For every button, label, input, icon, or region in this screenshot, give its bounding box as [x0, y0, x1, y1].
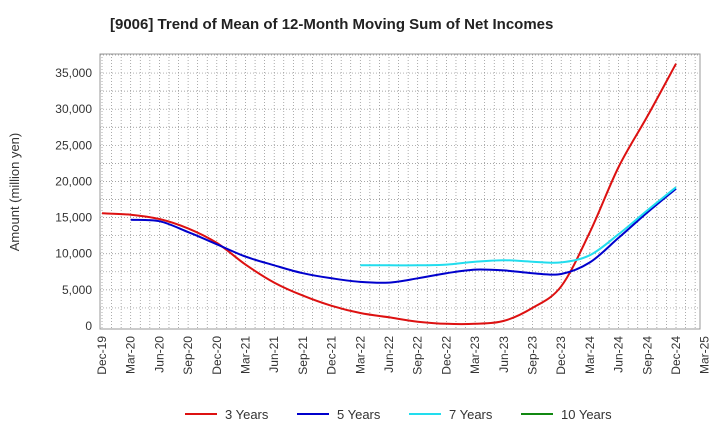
x-tick-label: Sep-24	[640, 336, 654, 375]
x-tick-label: Mar-20	[124, 336, 138, 374]
x-tick-label: Jun-23	[497, 336, 511, 373]
x-tick-label: Mar-25	[698, 336, 712, 374]
y-tick-label: 35,000	[55, 66, 92, 80]
x-tick-label: Dec-23	[554, 336, 568, 375]
y-tick-label: 5,000	[62, 283, 92, 297]
legend-label: 5 Years	[337, 407, 381, 422]
x-tick-label: Mar-21	[239, 336, 253, 374]
x-tick-label: Dec-24	[669, 336, 683, 375]
x-tick-label: Sep-21	[296, 336, 310, 375]
y-tick-label: 20,000	[55, 174, 92, 188]
y-tick-label: 0	[85, 319, 92, 333]
x-tick-label: Jun-21	[267, 336, 281, 373]
y-tick-label: 25,000	[55, 138, 92, 152]
x-tick-label: Mar-24	[583, 336, 597, 374]
x-tick-label: Dec-20	[210, 336, 224, 375]
x-tick-label: Sep-23	[526, 336, 540, 375]
series-lines	[101, 63, 677, 326]
x-tick-label: Sep-20	[181, 336, 195, 375]
series-line-7-years	[360, 186, 677, 267]
chart-title: [9006] Trend of Mean of 12-Month Moving …	[110, 16, 554, 33]
x-tick-label: Dec-22	[439, 336, 453, 375]
x-tick-label: Dec-21	[325, 336, 339, 375]
y-tick-label: 15,000	[55, 211, 92, 225]
y-tick-labels: 0 5,000 10,000 15,000 20,000 25,000 30,000 35,0…	[55, 66, 92, 333]
plot-frame	[99, 53, 701, 330]
x-tick-label: Sep-22	[411, 336, 425, 375]
x-tick-label: Mar-22	[353, 336, 367, 374]
x-tick-labels: Dec-19 Mar-20 Jun-20 Sep-20 Dec-20 Mar-21 Jun-…	[95, 336, 712, 375]
x-tick-label: Jun-22	[382, 336, 396, 373]
y-tick-label: 10,000	[55, 247, 92, 261]
legend-label: 10 Years	[561, 407, 612, 422]
legend-label: 3 Years	[225, 407, 269, 422]
x-tick-label: Dec-19	[95, 336, 109, 375]
series-line-5-years	[130, 187, 677, 284]
legend: 3 Years 5 Years 7 Years 10 Years	[185, 407, 612, 422]
grid-lines	[100, 54, 700, 329]
plot-background	[100, 54, 700, 329]
x-tick-label: Jun-20	[152, 336, 166, 373]
y-tick-label: 30,000	[55, 102, 92, 116]
x-tick-label: Jun-24	[612, 336, 626, 373]
legend-label: 7 Years	[449, 407, 493, 422]
y-axis-title: Amount (million yen)	[7, 133, 22, 252]
x-tick-label: Mar-23	[468, 336, 482, 374]
series-line-3-years	[101, 63, 677, 326]
